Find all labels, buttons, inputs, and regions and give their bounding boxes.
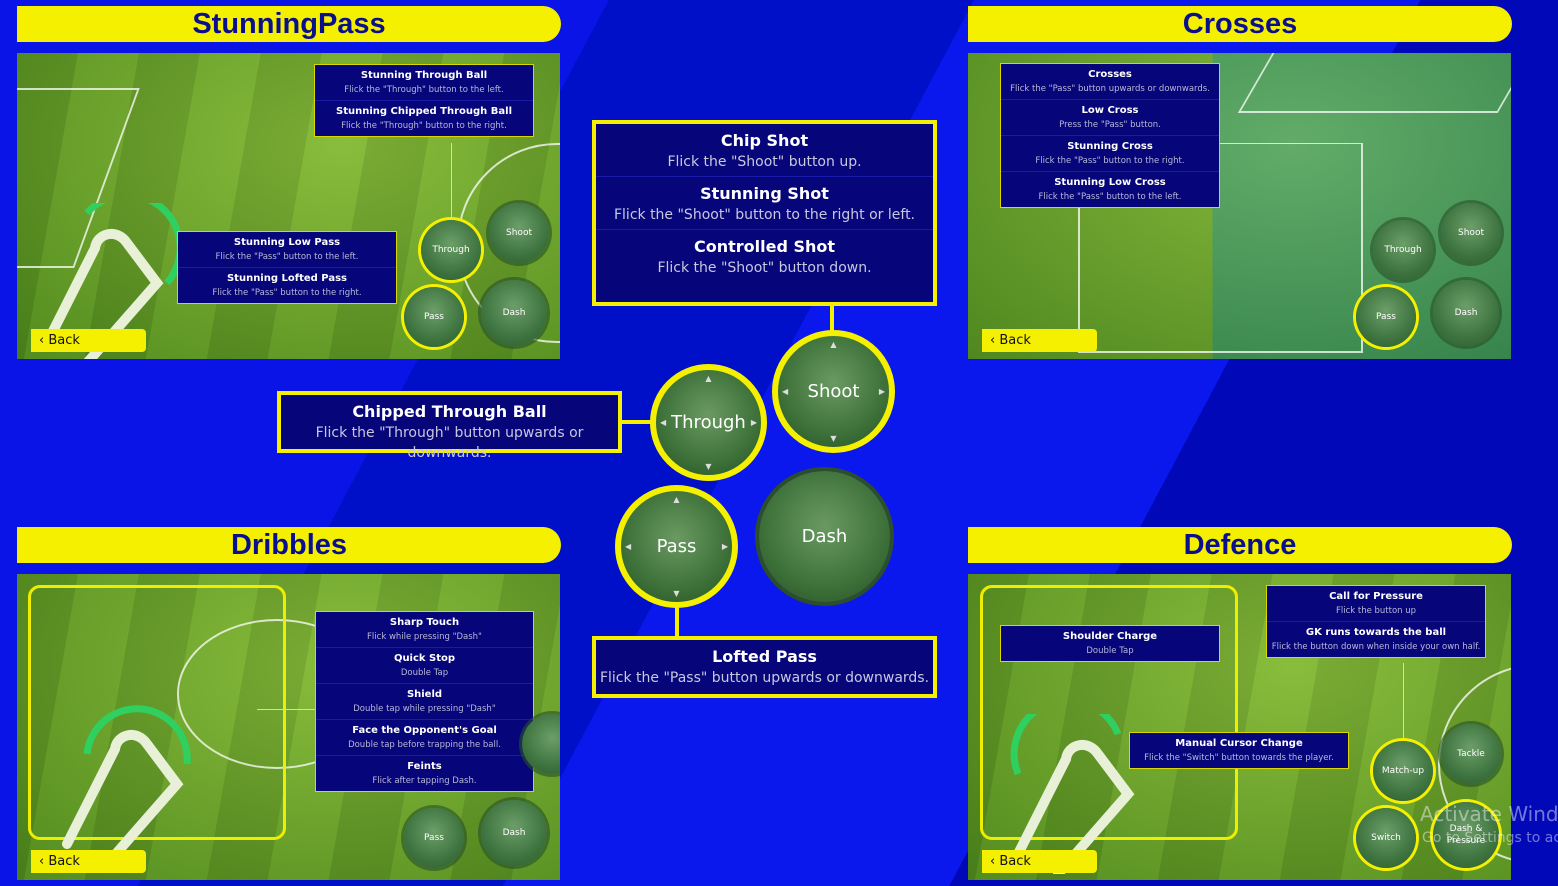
pass-label: Pass: [656, 536, 697, 557]
shot-info-box: Chip Shot Flick the "Shoot" button up. St…: [592, 120, 937, 306]
info-title: Stunning Low Pass: [233, 237, 341, 248]
info-title: Feints: [407, 761, 442, 772]
info-title: Stunning Through Ball: [360, 70, 488, 81]
info-title: Stunning Lofted Pass: [226, 273, 348, 284]
shoot-button-large[interactable]: Shoot ▲ ▼ ◀ ▶: [772, 330, 895, 453]
info-desc: Flick the "Shoot" button up.: [667, 154, 862, 170]
info-desc: Double tap while pressing "Dash": [353, 704, 496, 714]
dash-label: Dash: [801, 526, 848, 547]
dribbles-screen: Sharp Touch Flick while pressing "Dash" Q…: [17, 574, 560, 880]
finger-tap-icon: [1010, 714, 1135, 874]
switch-button[interactable]: Switch: [1356, 808, 1416, 868]
dash-button[interactable]: Dash: [1433, 280, 1499, 346]
shoot-button[interactable]: Shoot: [1441, 203, 1501, 263]
dash-pressure-button[interactable]: Dash & Pressure: [1433, 802, 1499, 868]
info-desc: Flick the "Through" button to the left.: [344, 85, 504, 95]
back-label: Back: [999, 333, 1031, 348]
dribbles-header: Dribbles: [17, 527, 561, 563]
info-desc: Flick the "Pass" button upwards or downw…: [599, 670, 930, 686]
info-title: GK runs towards the ball: [1305, 627, 1447, 638]
lofted-pass-box: Lofted Pass Flick the "Pass" button upwar…: [592, 636, 937, 698]
info-desc: Flick the "Through" button to the right.: [341, 121, 507, 131]
info-desc: Flick the "Shoot" button to the right or…: [613, 207, 916, 223]
activation-watermark: Activate Windows: [1420, 802, 1558, 826]
info-desc: Flick the button up: [1335, 606, 1417, 616]
stunning-pass-info-box: Stunning Low Pass Flick the "Pass" button…: [177, 231, 397, 304]
info-desc: Flick the "Pass" button to the left.: [1038, 192, 1182, 202]
info-title: Stunning Shot: [700, 184, 829, 203]
defence-area-outline: [980, 585, 1238, 840]
info-title: Sharp Touch: [389, 617, 460, 628]
info-title: Low Cross: [1081, 105, 1139, 116]
back-label: Back: [999, 854, 1031, 869]
match-up-button[interactable]: Match-up: [1373, 741, 1433, 801]
stunning-pass-screen: Stunning Through Ball Flick the "Through"…: [17, 53, 560, 359]
crosses-info-box: Crosses Flick the "Pass" button upwards o…: [1000, 63, 1220, 208]
back-button[interactable]: ‹ Back: [982, 329, 1097, 352]
info-desc: Press the "Pass" button.: [1059, 120, 1161, 130]
finger-tap-icon: [62, 705, 191, 864]
info-desc: Double Tap: [400, 668, 449, 678]
through-label: Through: [671, 412, 746, 433]
info-title: Lofted Pass: [712, 647, 817, 666]
info-desc: Flick the "Through" button upwards or do…: [315, 425, 584, 461]
info-title: Controlled Shot: [693, 237, 836, 256]
crosses-screen: Crosses Flick the "Pass" button upwards o…: [968, 53, 1511, 359]
info-desc: Flick after tapping Dash.: [372, 776, 477, 786]
activation-watermark-sub: Go to Settings to activate Windows.: [1422, 830, 1558, 846]
info-title: Chip Shot: [720, 131, 809, 150]
info-title: Chipped Through Ball: [352, 402, 547, 421]
info-title: Manual Cursor Change: [1175, 738, 1303, 749]
dash-button[interactable]: Dash: [481, 800, 547, 866]
stunning-pass-header: StunningPass: [17, 6, 561, 42]
info-desc: Flick the "Switch" button towards the pl…: [1144, 753, 1334, 763]
info-desc: Flick the button down when inside your o…: [1271, 642, 1481, 652]
info-desc: Flick the "Shoot" button down.: [657, 260, 872, 276]
defence-screen: Shoulder Charge Double Tap Call for Press…: [968, 574, 1511, 880]
info-title: Stunning Low Cross: [1054, 177, 1166, 188]
through-button-large[interactable]: Through ▲ ▼ ◀ ▶: [650, 364, 767, 481]
info-title: Shoulder Charge: [1062, 631, 1158, 642]
defence-header: Defence: [968, 527, 1512, 563]
pass-button[interactable]: Pass: [1356, 287, 1416, 347]
pass-button[interactable]: Pass: [404, 287, 464, 347]
info-desc: Flick the "Pass" button upwards or downw…: [1010, 84, 1210, 94]
info-desc: Flick the "Pass" button to the right.: [212, 288, 362, 298]
back-label: Back: [48, 854, 80, 869]
info-title: Stunning Chipped Through Ball: [336, 106, 512, 117]
stunning-through-info-box: Stunning Through Ball Flick the "Through"…: [314, 64, 534, 137]
call-for-pressure-box: Call for Pressure Flick the button up GK …: [1266, 585, 1486, 658]
shoot-label: Shoot: [807, 381, 860, 402]
manual-cursor-box: Manual Cursor Change Flick the "Switch" b…: [1129, 732, 1349, 769]
info-desc: Double Tap: [1086, 646, 1134, 656]
through-button[interactable]: Through: [1373, 220, 1433, 280]
shoulder-charge-box: Shoulder Charge Double Tap: [1000, 625, 1220, 662]
dribbles-info-box: Sharp Touch Flick while pressing "Dash" Q…: [315, 611, 534, 792]
info-title: Quick Stop: [393, 653, 456, 664]
dribble-area-outline: [28, 585, 286, 840]
info-desc: Flick the "Pass" button to the right.: [1035, 156, 1185, 166]
through-button[interactable]: Through: [421, 220, 481, 280]
back-label: Back: [48, 333, 80, 348]
info-title: Face the Opponent's Goal: [352, 725, 497, 736]
chipped-through-box: Chipped Through Ball Flick the "Through" …: [277, 391, 622, 461]
pass-button[interactable]: Pass: [404, 808, 464, 868]
info-title: Crosses: [1088, 69, 1132, 80]
dash-button[interactable]: Dash: [481, 280, 547, 346]
shoot-button[interactable]: Shoot: [489, 203, 549, 263]
info-title: Shield: [406, 689, 443, 700]
back-button[interactable]: ‹ Back: [31, 850, 146, 873]
crosses-header: Crosses: [968, 6, 1512, 42]
back-button[interactable]: ‹ Back: [982, 850, 1097, 873]
pass-button-large[interactable]: Pass ▲ ▼ ◀ ▶: [615, 485, 738, 608]
info-desc: Double tap before trapping the ball.: [348, 740, 501, 750]
info-title: Call for Pressure: [1329, 591, 1423, 602]
dash-button-large[interactable]: Dash: [759, 471, 890, 602]
back-button[interactable]: ‹ Back: [31, 329, 146, 352]
info-desc: Flick while pressing "Dash": [367, 632, 482, 642]
tackle-button[interactable]: Tackle: [1441, 724, 1501, 784]
info-desc: Flick the "Pass" button to the left.: [215, 252, 359, 262]
info-title: Stunning Cross: [1067, 141, 1153, 152]
